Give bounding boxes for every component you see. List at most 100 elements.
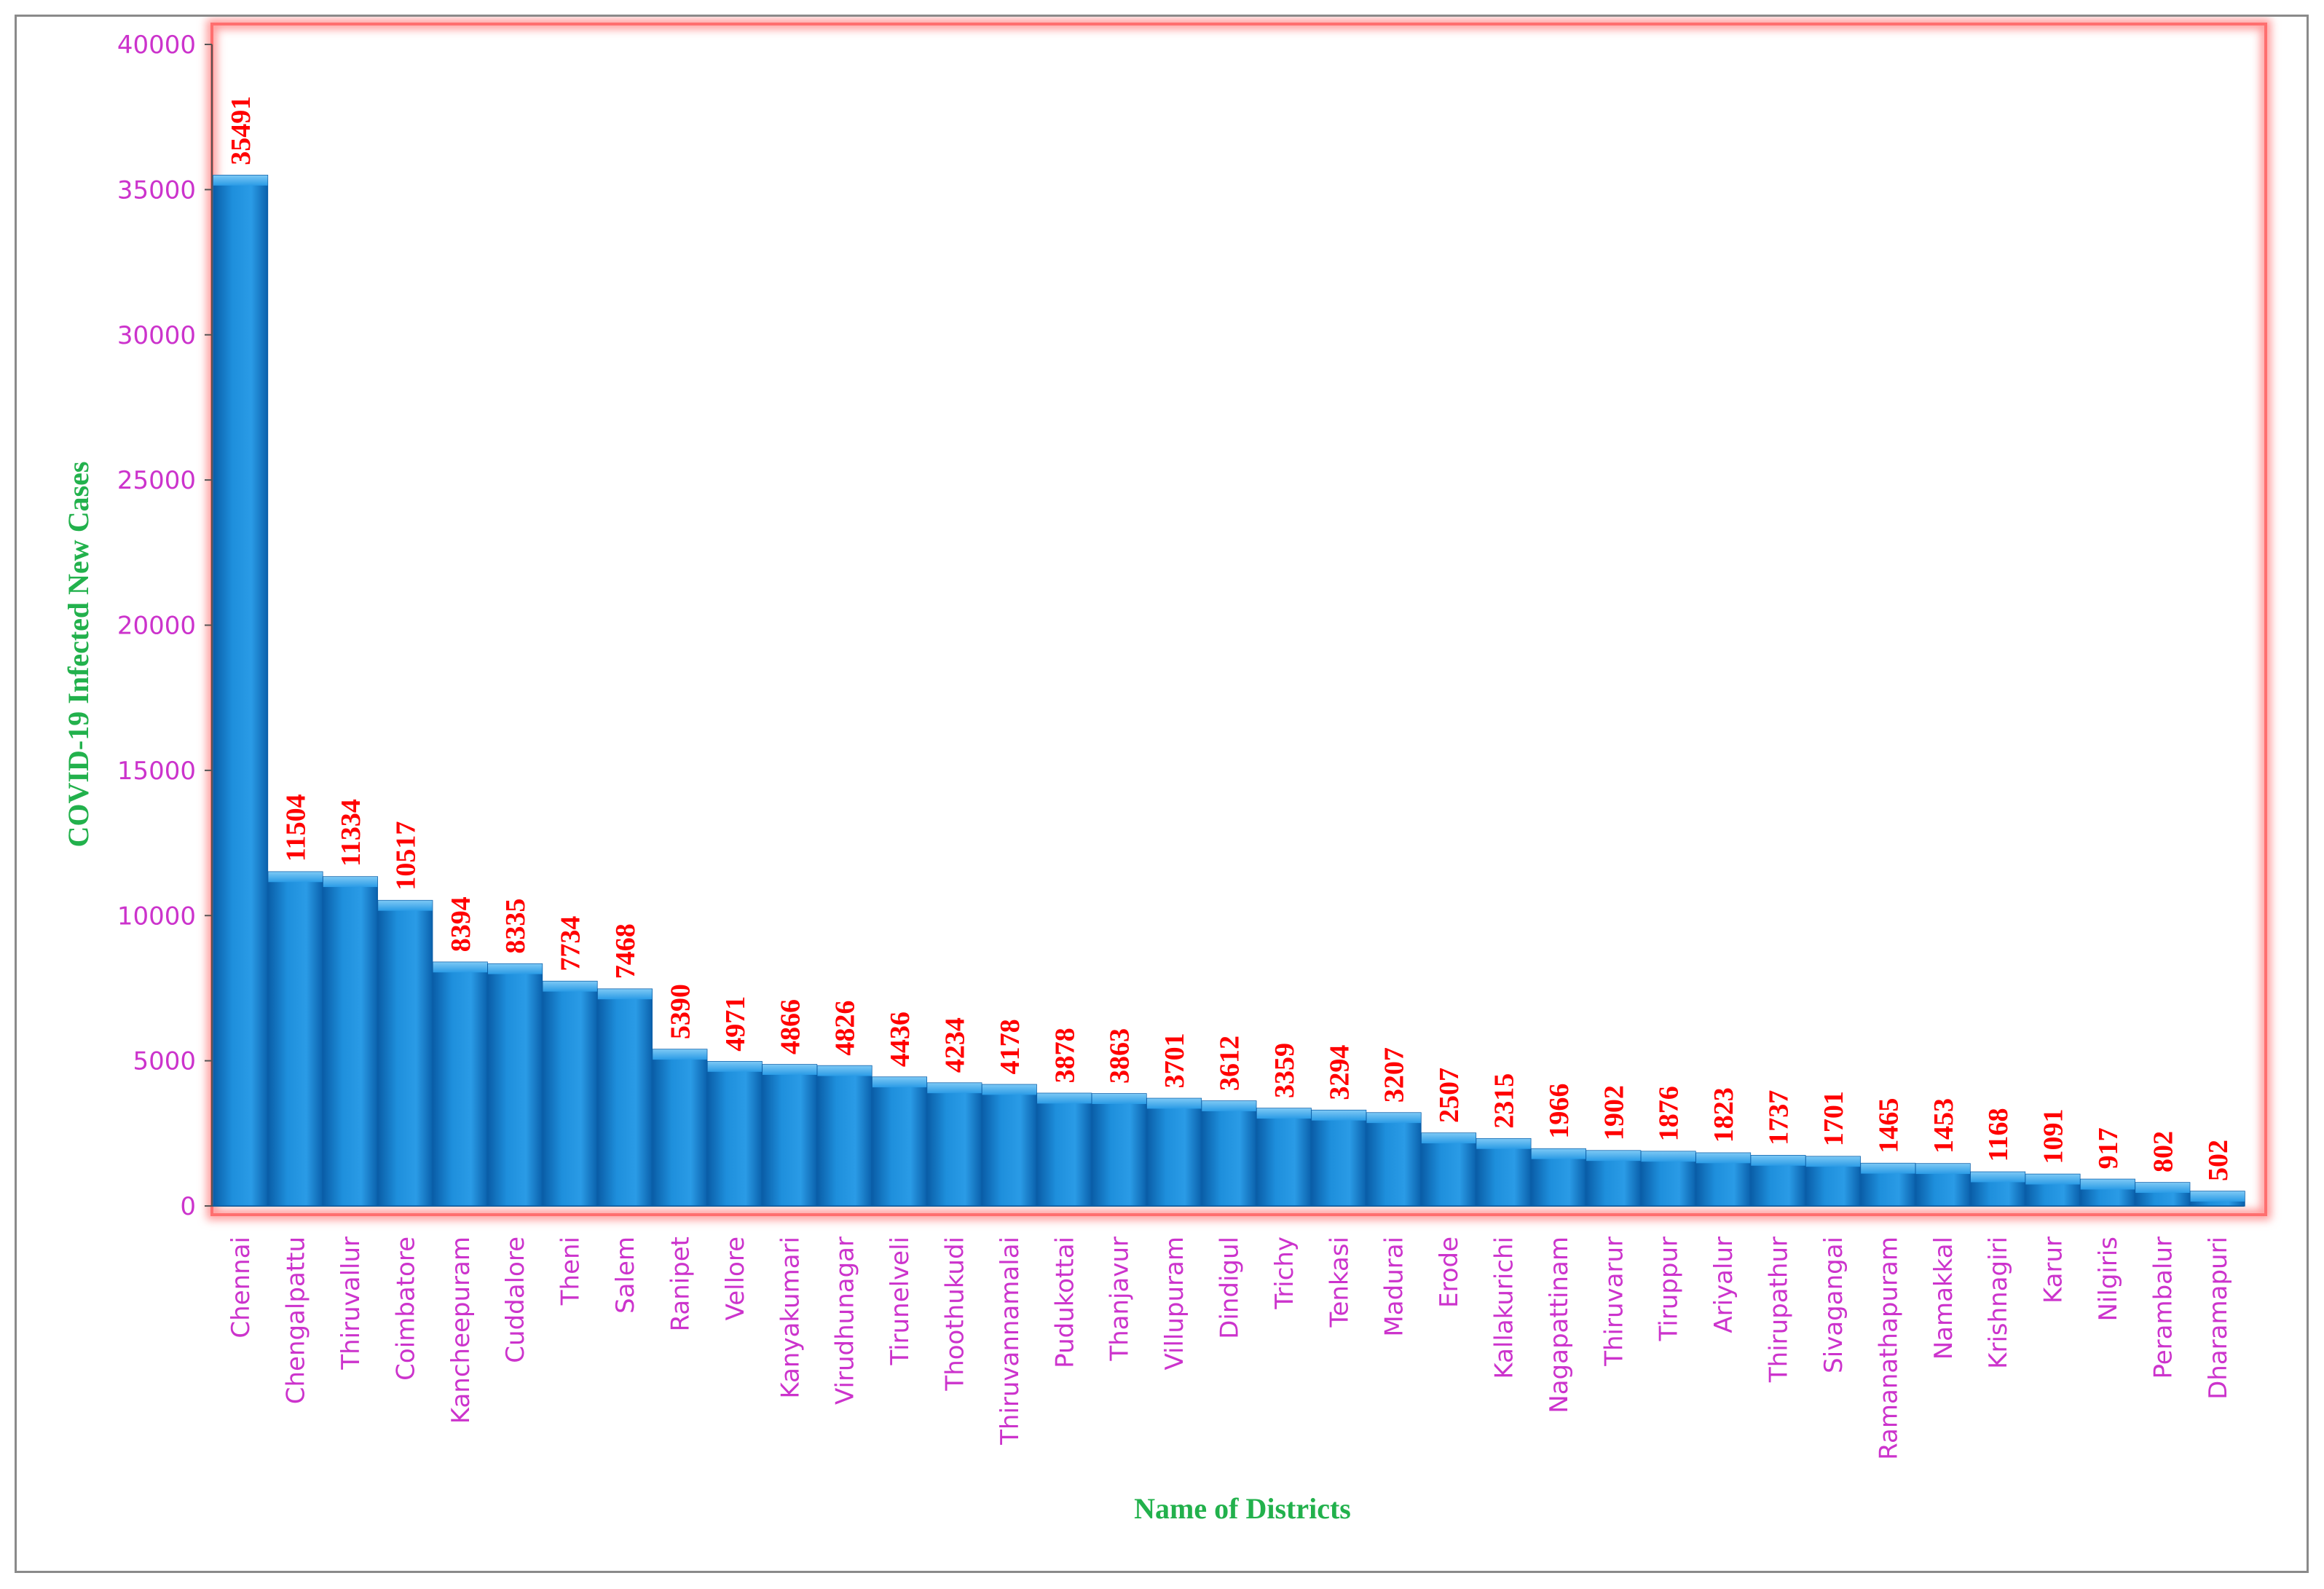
bar-value-label: 1701 [1819, 1091, 1849, 1146]
bar-cap [433, 962, 488, 973]
y-tick-label: 35000 [117, 176, 196, 205]
bar-cap [1146, 1098, 1202, 1109]
category-label: Namakkal [1929, 1237, 1958, 1360]
bar [377, 899, 433, 1207]
bar-cap [2025, 1174, 2080, 1185]
category-label: Thoothukudi [940, 1237, 969, 1392]
category-label: Krishnagiri [1984, 1237, 2013, 1369]
bar-value-label: 4436 [885, 1012, 915, 1067]
bar-value-label: 11504 [281, 794, 312, 861]
bar-cap [1202, 1100, 1256, 1111]
bar-cap [1695, 1153, 1751, 1164]
x-axis-title: Name of Districts [1134, 1492, 1351, 1525]
bar-cap [597, 989, 653, 1000]
bar-cap [378, 900, 433, 911]
bar [652, 1049, 708, 1207]
bar-value-label: 1453 [1929, 1098, 1959, 1154]
bar-cap [2080, 1179, 2135, 1190]
bar-cap [982, 1084, 1037, 1095]
y-tick-label: 10000 [117, 902, 196, 931]
bar-cap [1256, 1108, 1312, 1119]
bar-value-label: 5390 [665, 984, 696, 1039]
bar [1366, 1112, 1422, 1207]
bar-value-label: 2315 [1489, 1073, 1520, 1129]
bar-value-label: 4866 [775, 999, 805, 1054]
category-label: Theni [556, 1237, 586, 1306]
category-label: Perambalur [2148, 1237, 2178, 1379]
bar-value-label: 11334 [336, 799, 366, 867]
bar [1311, 1109, 1367, 1207]
bar-value-label: 3207 [1379, 1047, 1410, 1103]
bar [816, 1065, 873, 1207]
bar-cap [927, 1083, 982, 1094]
category-label: Sivagangai [1819, 1237, 1848, 1373]
bar-cap [763, 1064, 817, 1075]
category-label: Thirupathur [1765, 1237, 1794, 1383]
bar-value-label: 1902 [1599, 1085, 1629, 1140]
category-label: Trichy [1270, 1237, 1299, 1310]
y-tick-label: 25000 [117, 466, 196, 495]
bar-value-label: 3863 [1105, 1028, 1135, 1084]
bar-cap [2135, 1183, 2190, 1194]
bars [213, 175, 2245, 1207]
category-label: Kallakurichi [1490, 1237, 1519, 1379]
category-label: Coimbatore [391, 1237, 420, 1381]
bar-value-label: 4234 [940, 1017, 970, 1073]
y-tick-label: 15000 [117, 757, 196, 786]
bar-value-label: 10517 [390, 821, 421, 891]
bar-cap [1092, 1093, 1146, 1104]
value-labels: 35491 11504 11334 10517 8394 8335 7734 7468 5390… [226, 96, 2234, 1181]
bar [213, 175, 269, 1207]
bar [706, 1061, 763, 1207]
bar-value-label: 3612 [1215, 1036, 1245, 1091]
bar [1201, 1100, 1257, 1207]
bar-value-label: 35491 [226, 96, 256, 165]
bar-value-label: 1966 [1544, 1084, 1575, 1139]
bar [1146, 1097, 1202, 1207]
bar-cap [488, 963, 543, 974]
bar [1476, 1137, 1532, 1207]
bar-value-label: 8394 [446, 896, 476, 952]
bar-cap [1915, 1164, 1970, 1175]
bar-value-label: 1168 [1983, 1108, 2014, 1162]
bar-value-label: 3878 [1049, 1028, 1080, 1083]
bar [926, 1082, 982, 1207]
category-label: Virudhunagar [831, 1237, 860, 1405]
bar [597, 988, 653, 1207]
category-label: Thiruvannamalai [996, 1237, 1025, 1446]
chart-frame: 0 5000 10000 15000 20000 25000 30000 35000 40000… [15, 15, 2309, 1573]
bar-value-label: 2507 [1434, 1068, 1465, 1123]
category-label: Karur [2039, 1237, 2068, 1304]
bar-value-label: 4971 [720, 996, 751, 1052]
bar [1036, 1092, 1092, 1207]
bar [432, 961, 488, 1207]
category-label: Salem [611, 1237, 640, 1314]
category-label: Pudukottai [1050, 1237, 1079, 1368]
bar-cap [872, 1077, 927, 1088]
bar-cap [1421, 1133, 1476, 1144]
bar-value-label: 1823 [1709, 1087, 1739, 1143]
y-axis-ticks: 0 5000 10000 15000 20000 25000 30000 35000 40000 [117, 31, 212, 1221]
bar-value-label: 3359 [1269, 1043, 1300, 1098]
category-label: Ramanathapuram [1874, 1237, 1903, 1460]
bar-cap [653, 1049, 707, 1060]
bar-cap [707, 1061, 763, 1072]
y-tick-label: 30000 [117, 321, 196, 350]
category-label: Villupuram [1160, 1237, 1189, 1370]
bar-value-label: 7734 [556, 916, 586, 971]
bar-cap [1805, 1156, 1861, 1167]
bar-value-label: 1091 [2039, 1108, 2069, 1164]
bar-cap [1037, 1093, 1092, 1104]
bar [762, 1064, 818, 1207]
bar-value-label: 502 [2203, 1140, 2234, 1181]
category-label: Thiruvallur [336, 1237, 366, 1371]
category-label: Tirunelveli [886, 1237, 915, 1366]
bar-cap [1531, 1148, 1586, 1159]
bar-value-label: 4178 [995, 1019, 1025, 1074]
bar-cap [1641, 1151, 1695, 1162]
y-tick-label: 20000 [117, 612, 196, 641]
bar-value-label: 8335 [500, 899, 531, 954]
category-label: Erode [1435, 1237, 1464, 1308]
bar [872, 1076, 928, 1207]
category-label: Dharamapuri [2204, 1237, 2233, 1400]
